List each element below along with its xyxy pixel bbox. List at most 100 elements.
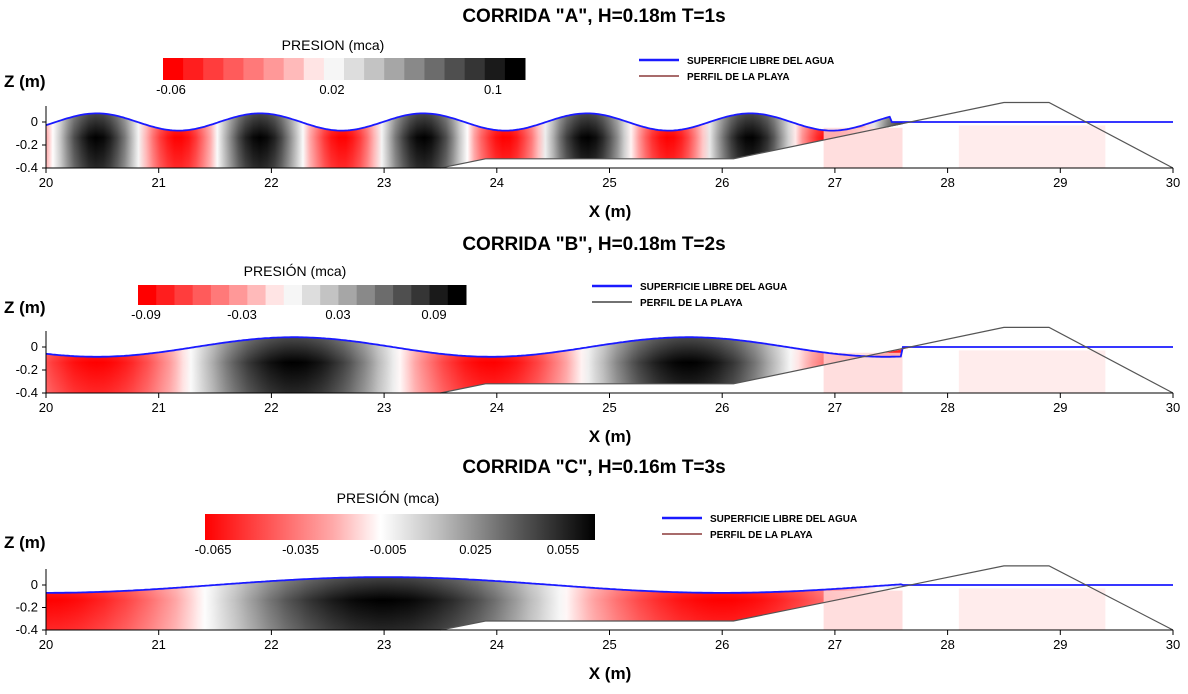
colorbar-label: -0.035 [282, 542, 319, 557]
colorbar-cell [444, 58, 466, 80]
colorbar-label: 0.1 [484, 82, 502, 97]
legend-box [587, 275, 805, 315]
colorbar-label: 0.09 [421, 307, 446, 322]
y-tick-label: -0.4 [16, 160, 38, 175]
colorbar-cell [138, 285, 157, 305]
colorbar-cell [464, 58, 486, 80]
y-tick-label: 0 [31, 577, 38, 592]
x-axis-label: X (m) [589, 427, 632, 446]
y-tick-label: -0.4 [16, 385, 38, 400]
x-tick-label: 28 [940, 400, 954, 415]
x-tick-label: 21 [151, 637, 165, 652]
colorbar-cell [484, 58, 506, 80]
colorbar-cell [303, 58, 325, 80]
colorbar: -0.065 -0.035 -0.005 0.025 0.055 [195, 514, 595, 557]
colorbar-cell [223, 58, 244, 80]
panel-c: CORRIDA "C", H=0.16m T=3s Z (m) PRESIÓN (m… [4, 457, 1180, 683]
beach-profile-line [440, 101, 1174, 169]
beach-profile-line [440, 326, 1174, 394]
free-surface-line [46, 576, 1173, 594]
x-tick-label: 22 [264, 400, 278, 415]
colorbar-label: -0.065 [195, 542, 232, 557]
colorbar-title: PRESIÓN (mca) [337, 490, 440, 506]
colorbar-cell [229, 285, 248, 305]
chart-title: CORRIDA "A", H=0.18m T=1s [462, 6, 725, 27]
colorbar-cell [156, 285, 175, 305]
x-tick-label: 30 [1166, 637, 1180, 652]
y-tick-label: 0 [31, 114, 38, 129]
x-tick-label: 20 [39, 175, 53, 190]
x-axis-label: X (m) [589, 202, 632, 221]
colorbar: -0.09 -0.03 0.03 0.09 [131, 285, 467, 322]
colorbar-cell [183, 58, 204, 80]
x-tick-label: 29 [1053, 175, 1067, 190]
y-tick-label: -0.2 [16, 600, 38, 615]
colorbar-cell [338, 285, 358, 305]
legend-box [657, 507, 917, 551]
free-surface-line [45, 112, 1173, 132]
beach-wet-patch [823, 127, 903, 168]
y-tick-label: -0.2 [16, 362, 38, 377]
chart-title: CORRIDA "B", H=0.18m T=2s [462, 234, 725, 255]
colorbar-cell [320, 285, 339, 305]
colorbar-cell [283, 58, 305, 80]
x-tick-label: 27 [828, 637, 842, 652]
colorbar-cell [411, 285, 431, 305]
x-tick-label: 20 [39, 400, 53, 415]
beach-wet-patch [823, 590, 903, 630]
chart-title: CORRIDA "C", H=0.16m T=3s [462, 457, 725, 478]
colorbar-cell [203, 58, 224, 80]
y-axis-label: Z (m) [4, 298, 46, 317]
colorbar-cell [424, 58, 446, 80]
colorbar-cell [174, 285, 194, 305]
x-tick-label: 26 [715, 637, 729, 652]
beach-wet-patch [958, 350, 1106, 393]
x-tick-label: 27 [828, 175, 842, 190]
x-tick-label: 25 [602, 175, 616, 190]
legend-entry: PERFIL DE LA PLAYA [687, 72, 790, 83]
x-tick-label: 29 [1053, 400, 1067, 415]
colorbar-cell [323, 58, 345, 80]
x-tick-label: 25 [602, 400, 616, 415]
legend-entry: SUPERFICIE LIBRE DEL AGUA [640, 282, 787, 293]
legend-entry: PERFIL DE LA PLAYA [640, 298, 743, 309]
colorbar-cell [393, 285, 412, 305]
colorbar-gradient [205, 514, 595, 540]
colorbar-cell [263, 58, 285, 80]
x-tick-label: 27 [828, 400, 842, 415]
beach-wet-patch [958, 588, 1106, 630]
panel-b: CORRIDA "B", H=0.18m T=2s Z (m) PRESIÓN (m… [4, 234, 1180, 446]
colorbar-cell [192, 285, 212, 305]
colorbar-cell [243, 58, 265, 80]
y-tick-label: 0 [31, 339, 38, 354]
legend-entry: PERFIL DE LA PLAYA [710, 530, 813, 541]
x-tick-label: 26 [715, 175, 729, 190]
x-tick-label: 21 [151, 175, 165, 190]
y-tick-label: -0.2 [16, 137, 38, 152]
colorbar: -0.06 0.02 0.1 [156, 58, 526, 97]
colorbar-label: -0.005 [370, 542, 407, 557]
colorbar-label: -0.06 [156, 82, 186, 97]
legend: SUPERFICIE LIBRE DEL AGUA PERFIL DE LA PL… [657, 507, 917, 551]
x-axis-label: X (m) [589, 664, 632, 683]
x-tick-label: 21 [151, 400, 165, 415]
x-tick-label: 29 [1053, 637, 1067, 652]
legend-box [634, 49, 836, 89]
colorbar-title: PRESION (mca) [282, 37, 385, 53]
x-tick-label: 26 [715, 400, 729, 415]
colorbar-label: 0.02 [319, 82, 344, 97]
colorbar-cell [429, 285, 449, 305]
colorbar-label: 0.03 [325, 307, 350, 322]
free-surface-line [45, 336, 1173, 358]
colorbar-cell [504, 58, 526, 80]
legend: SUPERFICIE LIBRE DEL AGUA PERFIL DE LA PL… [634, 49, 836, 89]
x-tick-label: 28 [940, 637, 954, 652]
colorbar-cell [404, 58, 425, 80]
legend-entry: SUPERFICIE LIBRE DEL AGUA [710, 514, 857, 525]
x-tick-label: 23 [377, 637, 391, 652]
colorbar-cell [163, 58, 184, 80]
colorbar-cell [447, 285, 467, 305]
x-tick-label: 24 [490, 175, 504, 190]
colorbar-cell [283, 285, 303, 305]
